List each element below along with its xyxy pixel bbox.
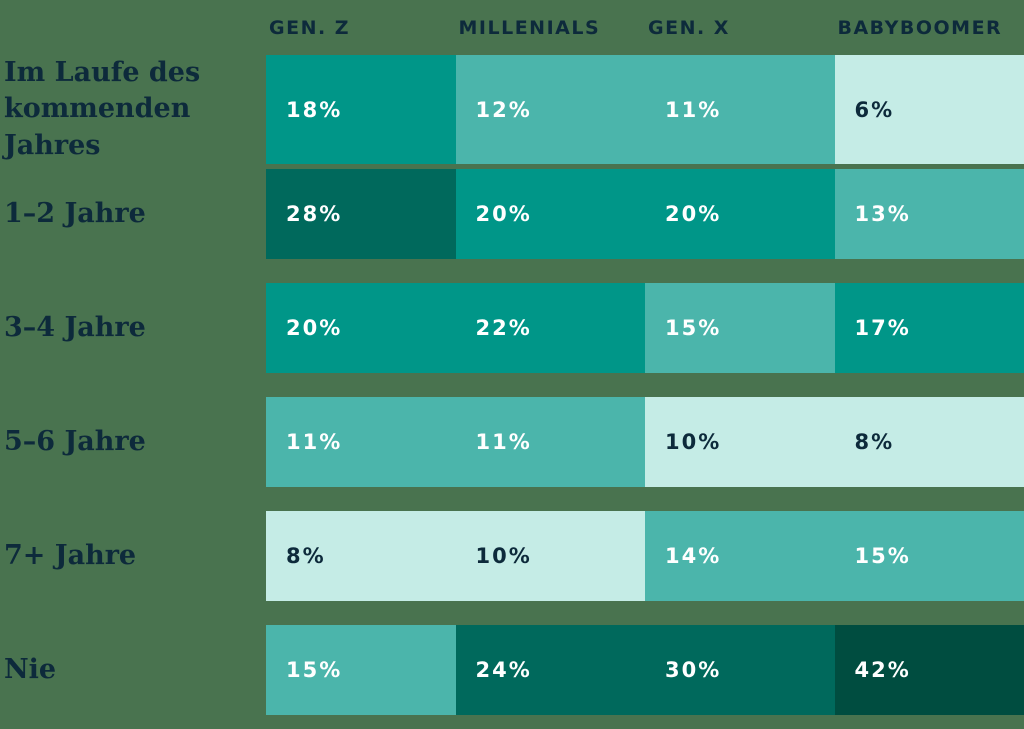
row-label: Im Laufe des kommenden Jahres	[4, 57, 201, 161]
header-spacer	[0, 0, 266, 55]
heatmap-cell: 10%	[645, 397, 835, 487]
heatmap-cell: 15%	[645, 283, 835, 373]
heatmap-row: 1–2 Jahre 28% 20% 20% 13%	[0, 169, 1024, 259]
heatmap-cell: 11%	[455, 397, 645, 487]
heatmap-cell: 30%	[645, 625, 835, 715]
heatmap-cell: 24%	[455, 625, 645, 715]
column-header-babyboomer: BABYBOOMER	[837, 16, 1003, 39]
column-header-millenials: MILLENIALS	[458, 16, 601, 39]
heatmap-cell: 17%	[834, 283, 1024, 373]
heatmap-cell: 8%	[834, 397, 1024, 487]
heatmap-cell: 20%	[645, 169, 835, 259]
chart-grid: Im Laufe des kommenden Jahres 18% 12% 11% 6%…	[0, 55, 1024, 715]
heatmap-row: Nie 15% 24% 30% 42%	[0, 625, 1024, 715]
heatmap-cell: 42%	[834, 625, 1024, 715]
row-label: 5–6 Jahre	[4, 425, 146, 457]
heatmap-cell: 6%	[834, 55, 1024, 165]
heatmap-cell: 15%	[266, 625, 456, 715]
heatmap-cell: 11%	[645, 55, 835, 165]
row-label: 7+ Jahre	[4, 539, 137, 571]
heatmap-cell: 20%	[455, 169, 645, 259]
heatmap-cell: 28%	[266, 169, 456, 259]
heatmap-row: Im Laufe des kommenden Jahres 18% 12% 11% 6%	[0, 55, 1024, 165]
heatmap-cell: 14%	[645, 511, 835, 601]
heatmap-cell: 15%	[834, 511, 1024, 601]
column-header-gen-z: GEN. Z	[269, 16, 351, 39]
heatmap-cell: 13%	[834, 169, 1024, 259]
heatmap-row: 3–4 Jahre 20% 22% 15% 17%	[0, 283, 1024, 373]
column-header-row: GEN. Z MILLENIALS GEN. X BABYBOOMER	[0, 0, 1024, 55]
heatmap-row: 7+ Jahre 8% 10% 14% 15%	[0, 511, 1024, 601]
row-label: 3–4 Jahre	[4, 311, 146, 343]
heatmap-cell: 22%	[455, 283, 645, 373]
heatmap-cell: 11%	[266, 397, 456, 487]
heatmap-cell: 8%	[266, 511, 456, 601]
heatmap-cell: 20%	[266, 283, 456, 373]
column-header-gen-x: GEN. X	[648, 16, 730, 39]
heatmap-cell: 18%	[266, 55, 456, 165]
heatmap-row: 5–6 Jahre 11% 11% 10% 8%	[0, 397, 1024, 487]
row-label: Nie	[4, 653, 57, 685]
heatmap-cell: 12%	[455, 55, 645, 165]
heatmap-cell: 10%	[455, 511, 645, 601]
row-label: 1–2 Jahre	[4, 197, 146, 229]
